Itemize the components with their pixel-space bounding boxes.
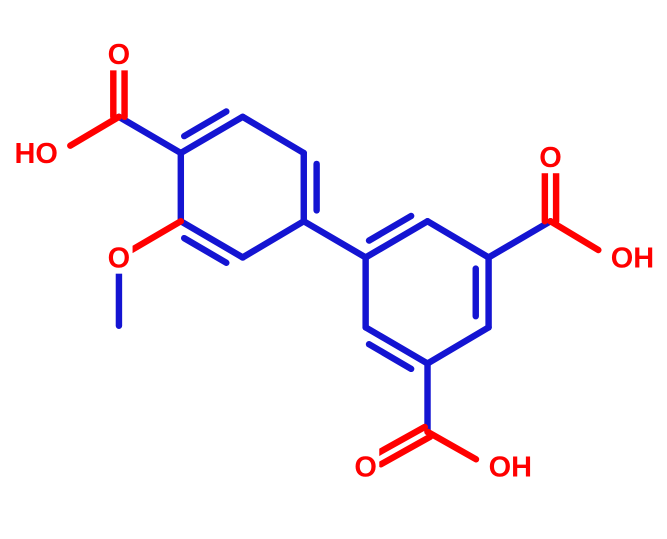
- bond: [428, 432, 476, 459]
- atom-label: O: [354, 452, 377, 484]
- bond: [428, 327, 489, 363]
- atom-label: O: [108, 243, 131, 275]
- molecule-diagram: OOHOOHOHOO: [0, 0, 667, 539]
- atom-label: O: [108, 39, 131, 71]
- bond: [119, 117, 181, 153]
- bond: [304, 221, 366, 257]
- bond: [70, 117, 119, 146]
- bond: [243, 221, 304, 257]
- atom-label: OH: [489, 452, 532, 484]
- atom-label: HO: [14, 138, 57, 170]
- bond: [131, 221, 180, 250]
- bond: [550, 221, 598, 250]
- bond: [428, 221, 489, 257]
- atom-label: OH: [611, 243, 654, 275]
- bond: [243, 117, 304, 153]
- atom-label: O: [539, 142, 562, 174]
- bond: [489, 221, 551, 257]
